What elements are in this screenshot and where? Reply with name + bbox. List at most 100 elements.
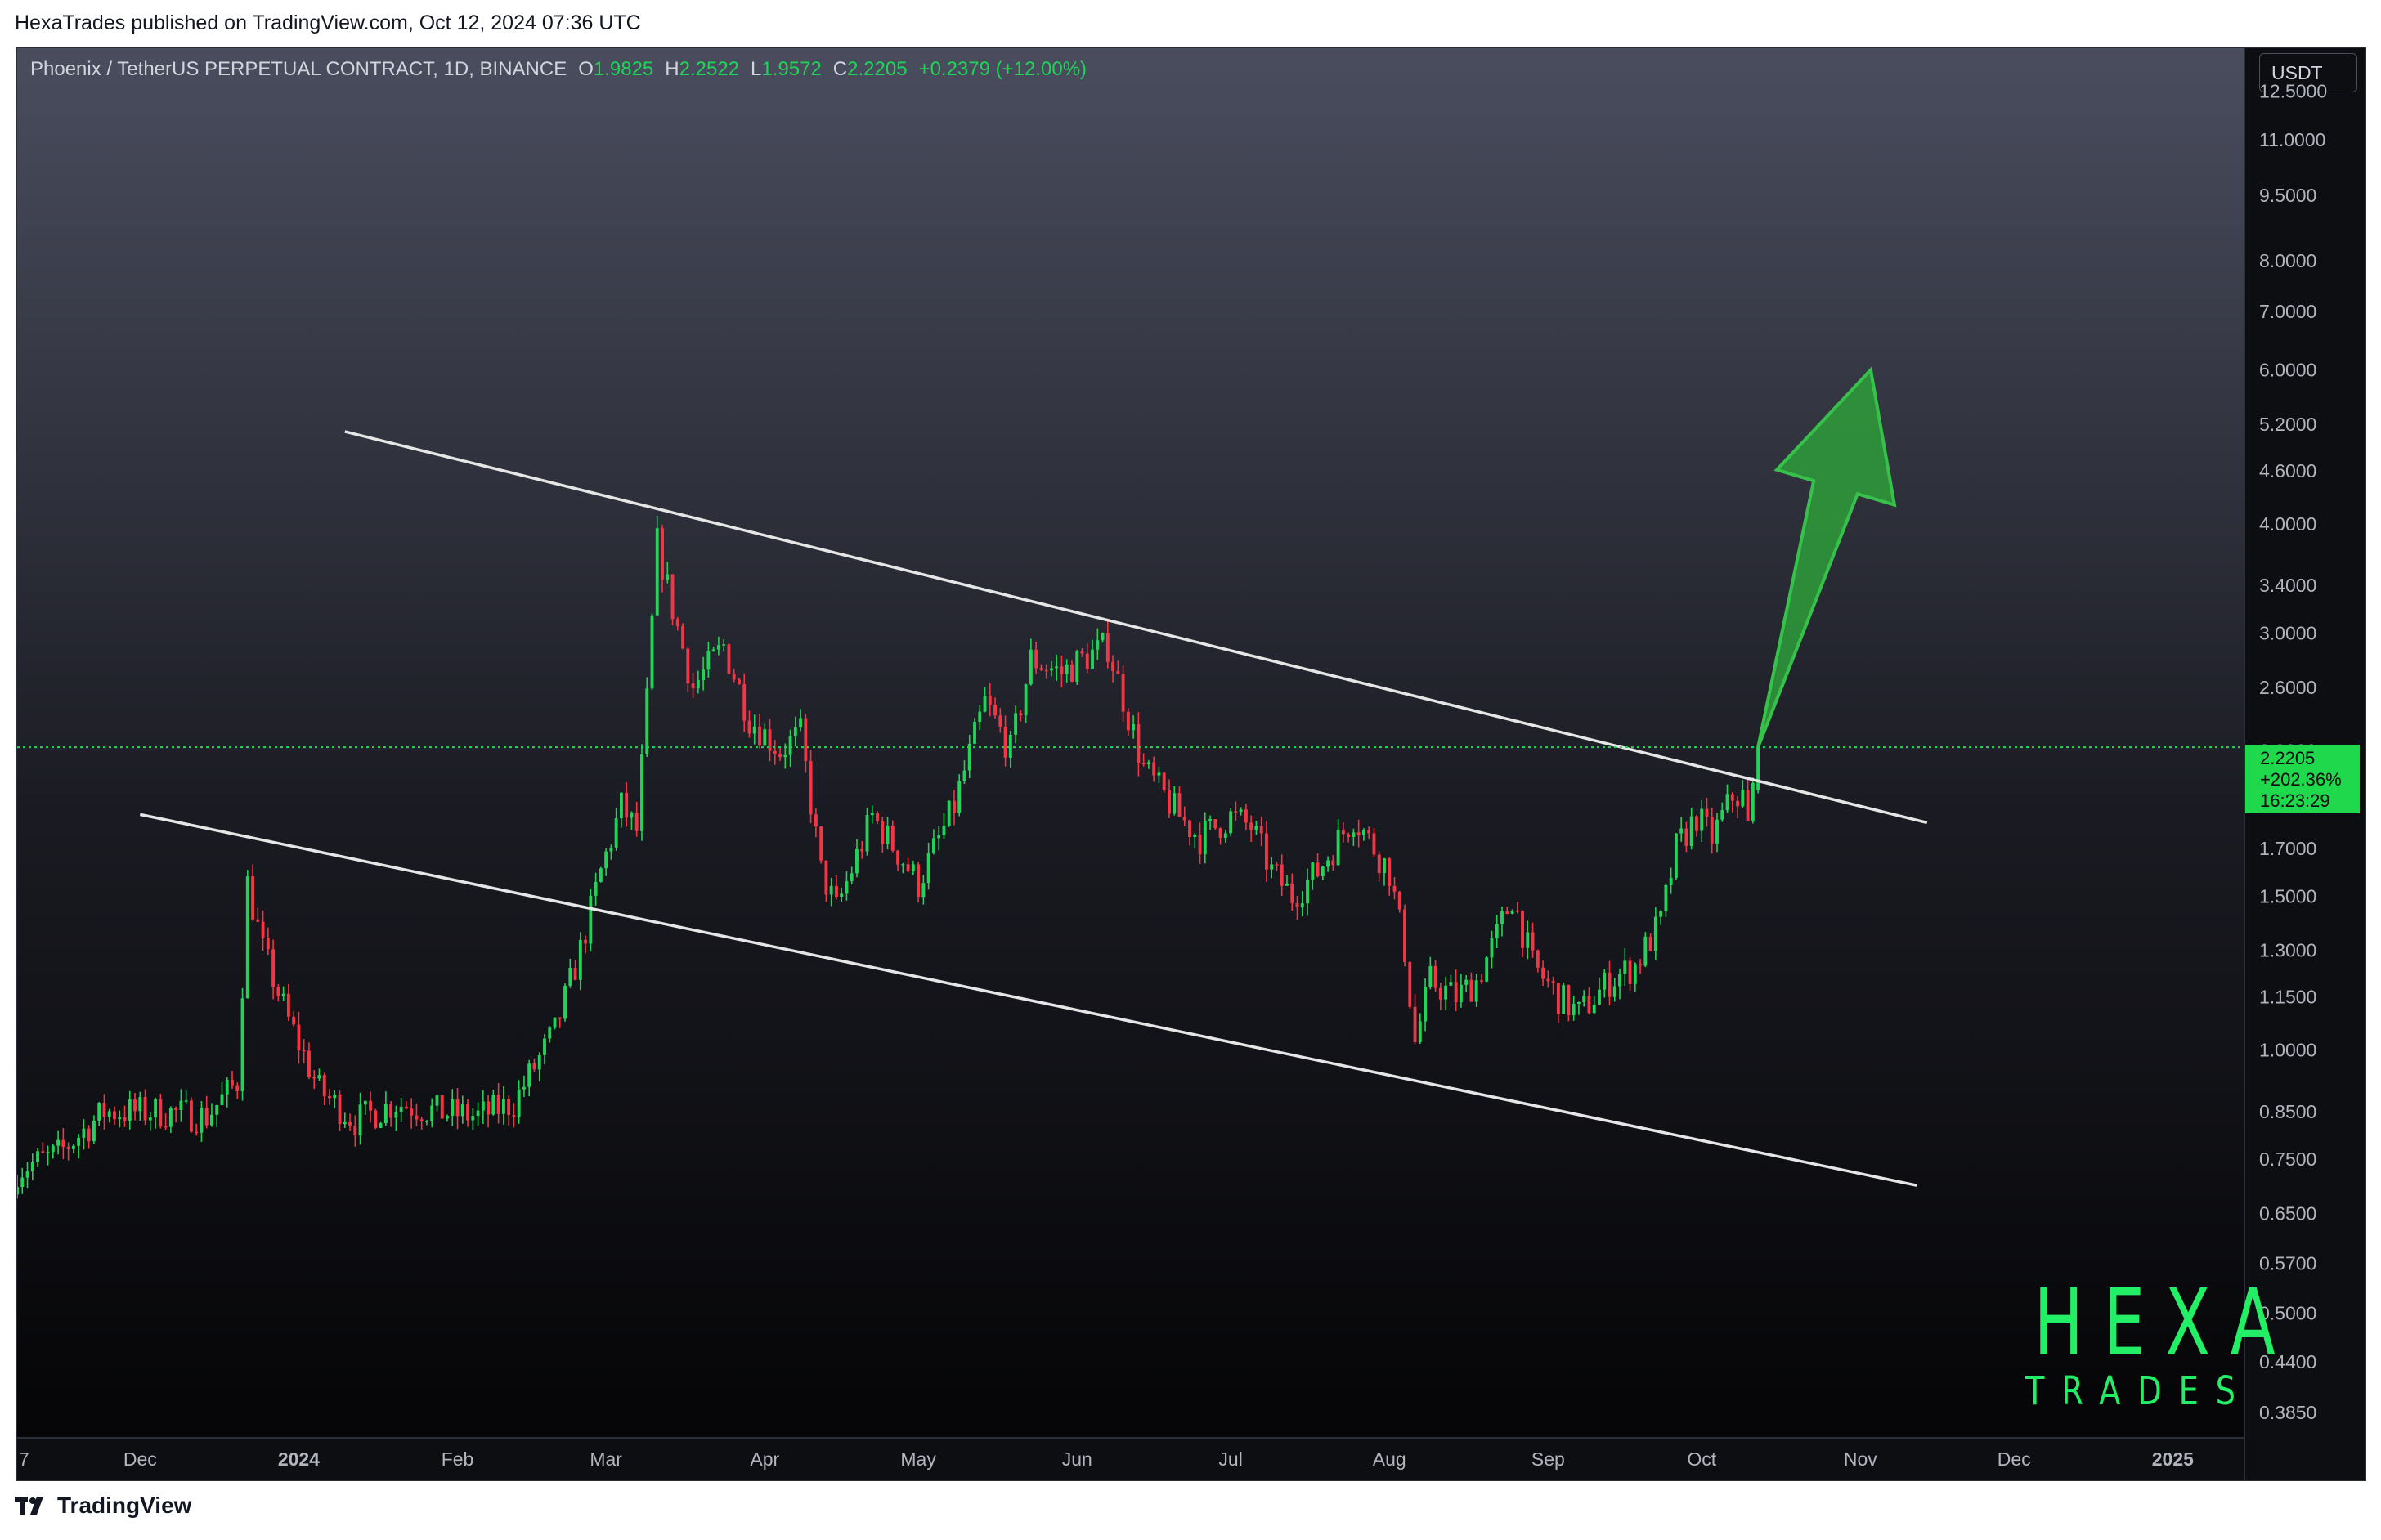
symbol-name[interactable]: Phoenix / TetherUS PERPETUAL CONTRACT, 1…	[30, 58, 567, 80]
candle-body	[17, 1187, 19, 1195]
candle-body	[1695, 816, 1698, 831]
candle-body	[1521, 911, 1524, 948]
candle-body	[1044, 669, 1048, 672]
candle-body	[988, 696, 992, 705]
candle-body	[30, 1162, 34, 1172]
candle-body	[379, 1123, 383, 1128]
price-tick-label: 11.0000	[2259, 129, 2325, 150]
candle-body	[1459, 984, 1463, 1003]
currency-unit-button[interactable]: USDT	[2259, 53, 2357, 92]
candle-body	[896, 850, 900, 865]
candle-body	[419, 1119, 424, 1122]
candle-body	[1428, 965, 1433, 987]
candle-body	[1126, 711, 1130, 731]
candle-body	[1234, 811, 1238, 813]
candle-body	[809, 761, 813, 815]
candle-body	[256, 919, 260, 922]
price-tick-label: 9.5000	[2259, 185, 2316, 206]
candle-body	[36, 1151, 39, 1162]
candle-body	[1008, 734, 1012, 758]
candle-body	[1679, 828, 1684, 834]
candle-body	[1075, 651, 1079, 682]
candle-body	[1485, 957, 1489, 982]
candle-body	[1223, 833, 1227, 838]
candle-body	[696, 679, 700, 689]
candle-body	[686, 648, 690, 684]
candle-body	[195, 1131, 199, 1134]
chart-frame[interactable]: 12.5000 11.0000 9.5000 8.0000 7.0000 6.0000 5.…	[16, 47, 2366, 1481]
candle-body	[850, 873, 854, 882]
candle-body	[164, 1126, 168, 1128]
price-tick-label: 2.6000	[2259, 677, 2316, 698]
candle-body	[788, 736, 792, 755]
candle-body	[537, 1054, 541, 1070]
price-tick-label: 3.0000	[2259, 622, 2316, 643]
candle-body	[240, 998, 244, 1092]
candle-body	[993, 705, 997, 716]
candle-body	[1603, 972, 1607, 990]
candle-body	[1096, 640, 1100, 650]
candle-body	[292, 1016, 296, 1025]
time-tick-label: Sep	[1531, 1448, 1565, 1470]
time-tick-label: Nov	[1844, 1448, 1877, 1470]
candle-body	[609, 847, 613, 852]
candle-body	[1377, 854, 1381, 874]
candle-body	[931, 838, 935, 853]
price-chart[interactable]: 12.5000 11.0000 9.5000 8.0000 7.0000 6.0000 5.…	[17, 48, 2365, 1480]
candle-body	[1137, 724, 1141, 763]
open-label: O	[578, 58, 594, 80]
candle-body	[1383, 858, 1386, 874]
time-axis-panel[interactable]	[17, 1438, 2244, 1480]
candle-body	[1618, 974, 1621, 987]
candle-body	[107, 1111, 111, 1117]
candle-body	[476, 1110, 480, 1117]
tradingview-logo[interactable]: TradingView	[15, 1493, 191, 1519]
candle-body	[1239, 809, 1243, 813]
candle-body	[619, 792, 623, 819]
candle-body	[1444, 985, 1448, 1000]
candle-body	[584, 939, 588, 944]
candle-body	[1336, 830, 1340, 866]
candle-body	[1674, 833, 1678, 878]
candle-body	[496, 1095, 500, 1114]
candle-body	[901, 864, 905, 866]
candle-body	[1024, 684, 1028, 716]
candle-body	[460, 1104, 464, 1117]
candle-body	[553, 1017, 557, 1028]
candle-body	[1331, 860, 1335, 866]
candle-body	[82, 1128, 86, 1138]
time-tick-label: Dec	[123, 1448, 157, 1470]
candle-body	[1403, 909, 1406, 962]
trendlines	[139, 430, 1928, 1187]
price-tick-label: 0.7500	[2259, 1148, 2316, 1170]
candle-body	[1648, 936, 1652, 951]
candle-body	[1515, 911, 1519, 912]
candle-body	[1720, 810, 1724, 820]
candle-body	[855, 848, 859, 874]
candle-body	[1469, 979, 1473, 1002]
last-price-change: +202.36%	[2260, 769, 2342, 790]
candle-body	[154, 1099, 158, 1118]
candle-body	[573, 968, 577, 980]
time-tick-label: Dec	[1998, 1448, 2031, 1470]
watermark-line1: HEXA	[2033, 1270, 2296, 1377]
candle-body	[358, 1104, 362, 1136]
candle-body	[307, 1050, 311, 1077]
candle-body	[666, 574, 670, 580]
candle-body	[507, 1099, 511, 1115]
price-tick-label: 12.5000	[2259, 81, 2327, 102]
candle-body	[1582, 996, 1586, 1002]
candle-body	[1653, 916, 1657, 951]
candle-body	[440, 1095, 444, 1119]
candle-body	[1356, 832, 1361, 835]
candle-body	[512, 1114, 516, 1117]
candle-body	[399, 1106, 403, 1112]
candle-body	[926, 853, 930, 884]
publish-info: HexaTrades published on TradingView.com,…	[15, 11, 641, 34]
candle-body	[1347, 834, 1351, 837]
candle-body	[184, 1100, 188, 1102]
candle-body	[1218, 828, 1222, 838]
hexa-trades-watermark: HEXA TRADES	[2004, 1270, 2296, 1414]
candle-body	[548, 1027, 552, 1039]
candle-body	[1725, 794, 1729, 811]
